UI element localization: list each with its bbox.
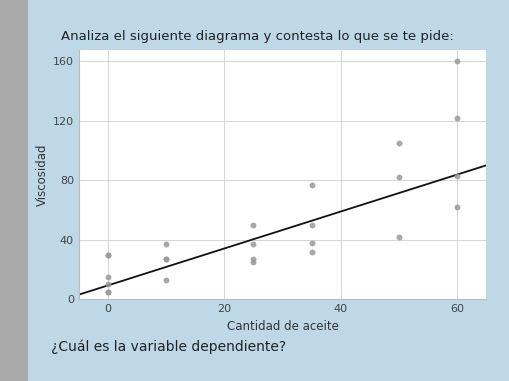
Point xyxy=(104,289,112,295)
Point xyxy=(453,58,461,64)
Point xyxy=(307,182,316,188)
Point xyxy=(104,289,112,295)
Point xyxy=(104,251,112,258)
Point xyxy=(162,241,170,247)
Point xyxy=(162,256,170,262)
Point xyxy=(249,241,258,247)
Point xyxy=(249,259,258,265)
Point xyxy=(395,234,403,240)
Point xyxy=(104,274,112,280)
Point xyxy=(395,174,403,180)
Text: ¿Cuál es la variable dependiente?: ¿Cuál es la variable dependiente? xyxy=(51,340,286,354)
Point xyxy=(307,222,316,228)
Y-axis label: Viscosidad: Viscosidad xyxy=(36,143,49,206)
Point xyxy=(307,248,316,255)
Point xyxy=(162,256,170,262)
Point xyxy=(104,251,112,258)
Text: Analiza el siguiente diagrama y contesta lo que se te pide:: Analiza el siguiente diagrama y contesta… xyxy=(61,30,454,43)
Point xyxy=(162,277,170,283)
Point xyxy=(453,204,461,210)
Point xyxy=(249,256,258,262)
Point xyxy=(249,222,258,228)
Point xyxy=(307,240,316,246)
Point xyxy=(395,140,403,146)
X-axis label: Cantidad de aceite: Cantidad de aceite xyxy=(227,320,338,333)
Point xyxy=(453,173,461,179)
Point xyxy=(104,281,112,287)
Point xyxy=(453,115,461,121)
